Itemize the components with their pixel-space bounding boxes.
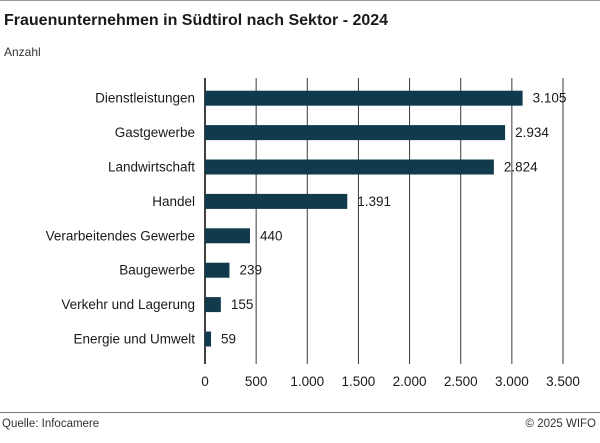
x-tick-label: 1.000 [290, 374, 324, 389]
bar [205, 297, 221, 313]
x-tick-label: 1.500 [342, 374, 376, 389]
bar [205, 159, 494, 175]
bar [205, 262, 230, 278]
source-note: Quelle: Infocamere [2, 418, 100, 430]
copyright-note: © 2025 WIFO [525, 418, 596, 430]
x-tick-label: 0 [201, 374, 209, 389]
category-label: Baugewerbe [119, 263, 195, 278]
top-rule [0, 0, 600, 1]
bar [205, 193, 348, 209]
x-tick-label: 3.000 [495, 374, 529, 389]
category-label: Energie und Umwelt [73, 332, 195, 347]
category-label: Dienstleistungen [95, 91, 195, 106]
value-label: 2.824 [504, 160, 538, 175]
value-label: 239 [239, 263, 262, 278]
category-label: Gastgewerbe [115, 125, 195, 140]
value-label: 155 [231, 297, 254, 312]
footer-rule [0, 412, 600, 413]
bar [205, 125, 506, 141]
category-label: Verkehr und Lagerung [61, 297, 195, 312]
chart-subtitle: Anzahl [4, 45, 41, 59]
value-label: 2.934 [515, 125, 549, 140]
value-label: 1.391 [357, 194, 391, 209]
x-tick-label: 3.500 [546, 374, 580, 389]
value-label: 59 [221, 332, 236, 347]
bar [205, 331, 212, 347]
x-tick-label: 500 [245, 374, 268, 389]
value-label: 3.105 [533, 91, 567, 106]
value-label: 440 [260, 228, 283, 243]
category-label: Verarbeitendes Gewerbe [46, 228, 195, 243]
category-label: Landwirtschaft [108, 160, 195, 175]
bar [205, 90, 523, 106]
x-tick-label: 2.000 [393, 374, 427, 389]
bar [205, 228, 251, 244]
x-tick-label: 2.500 [444, 374, 478, 389]
category-label: Handel [152, 194, 195, 209]
chart-title: Frauenunternehmen in Südtirol nach Sekto… [4, 12, 389, 29]
